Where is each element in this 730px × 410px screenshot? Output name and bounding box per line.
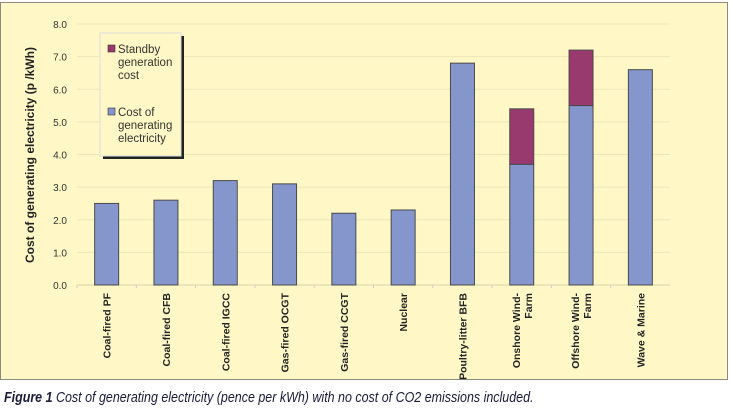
figure-caption: Figure 1 Cost of generating electricity … (4, 390, 534, 406)
y-tick-label: 2.0 (53, 216, 67, 227)
x-tick-label: Coal-fired PF (102, 292, 114, 358)
legend-label: Cost of (118, 107, 155, 119)
y-axis-label: Cost of generating electricity (p /kWh) (23, 47, 37, 263)
bar (331, 212, 357, 286)
legend-label: electricity (118, 133, 166, 145)
legend-label: cost (118, 70, 140, 82)
x-tick-label: Onshore Wind- (511, 293, 523, 369)
legend-box (99, 32, 182, 157)
bar (272, 183, 298, 286)
bar (212, 180, 238, 286)
legend-label: Standby (118, 44, 160, 56)
bar-chart: 0.0 1.0 2.0 3.0 4.0 5.0 6.0 7.0 8.0 Cost of gener… (23, 20, 670, 380)
bar (449, 62, 475, 286)
y-tick-label: 0.0 (53, 281, 67, 292)
y-tick-label: 5.0 (53, 118, 67, 129)
x-tick-label: Coal-fired CFB (161, 293, 173, 367)
y-tick-label: 4.0 (53, 151, 67, 162)
x-tick-label: Offshore Wind- (570, 293, 582, 369)
y-tick-label: 1.0 (53, 248, 67, 259)
bar (94, 202, 120, 286)
x-tick-label: Poultry-litter BFB (457, 293, 469, 380)
legend-label: generation (118, 57, 172, 69)
y-tick-label: 6.0 (53, 85, 67, 96)
caption-text: Cost of generating electricity (pence pe… (52, 390, 534, 406)
legend-swatch (107, 44, 116, 53)
caption-label: Figure 1 (4, 390, 53, 406)
bar (627, 69, 653, 286)
y-tick-label: 3.0 (53, 183, 67, 194)
legend-label: generating (118, 120, 172, 132)
bar (568, 49, 594, 107)
y-tick-label: 7.0 (53, 53, 67, 64)
legend-swatch (107, 107, 116, 116)
x-tick-label: Coal-fired IGCC (220, 293, 232, 372)
bar (390, 209, 416, 286)
x-tick-label: Nuclear (398, 293, 410, 332)
x-tick-label: Gas-fired OCGT (280, 292, 292, 372)
bar (509, 108, 535, 165)
y-tick-label: 8.0 (53, 20, 67, 31)
x-tick-label: Gas-fired CCGT (339, 292, 351, 371)
x-tick-label: Farm (523, 293, 535, 319)
bar (153, 199, 179, 286)
bar (509, 163, 535, 286)
x-tick-label: Farm (582, 293, 594, 319)
x-tick-label: Wave & Marine (635, 293, 647, 367)
bar (568, 105, 594, 286)
